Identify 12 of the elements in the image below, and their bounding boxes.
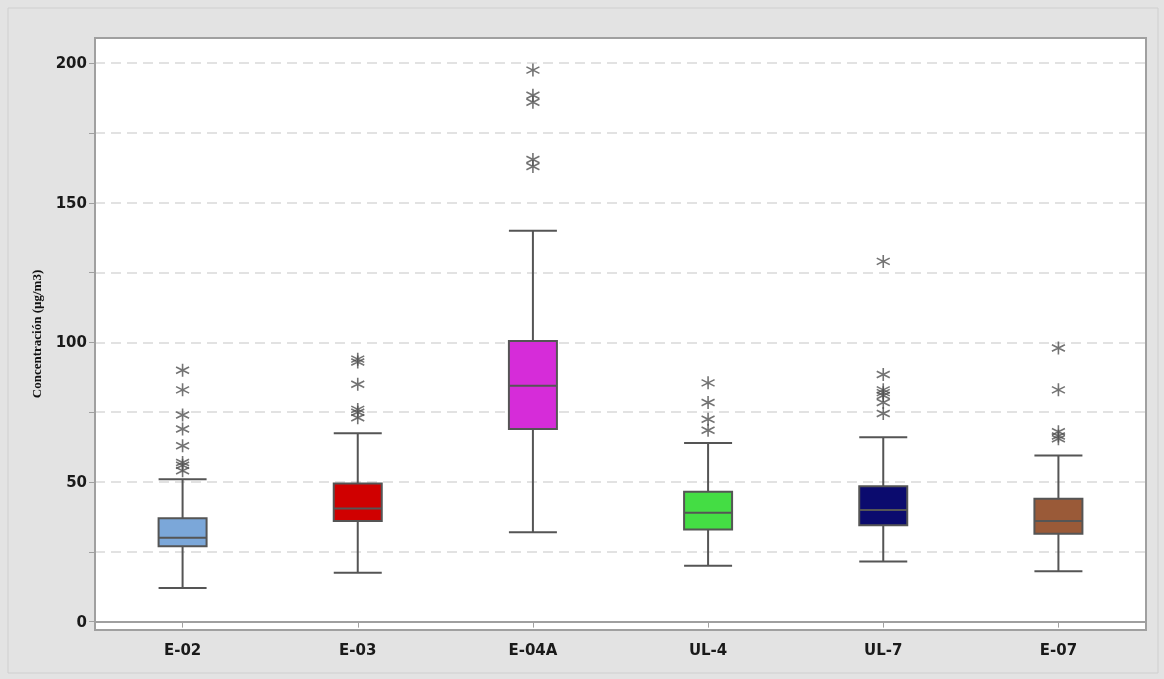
x-tick-label: E-07 bbox=[1039, 640, 1078, 659]
y-tick-label: 100 bbox=[55, 333, 87, 352]
y-axis-title: Concentración (µg/m3) bbox=[29, 269, 44, 399]
y-tick-label: 50 bbox=[66, 473, 87, 491]
y-tick-label: 150 bbox=[55, 193, 87, 212]
x-tick-label: E-03 bbox=[339, 640, 377, 659]
y-tick-label: 200 bbox=[55, 54, 87, 73]
x-tick-label: UL-7 bbox=[864, 640, 903, 659]
y-tick-label: 0 bbox=[76, 612, 87, 631]
x-tick-label: E-04A bbox=[508, 640, 558, 659]
x-tick-label: E-02 bbox=[163, 640, 202, 659]
x-tick-label: UL-4 bbox=[688, 640, 728, 659]
